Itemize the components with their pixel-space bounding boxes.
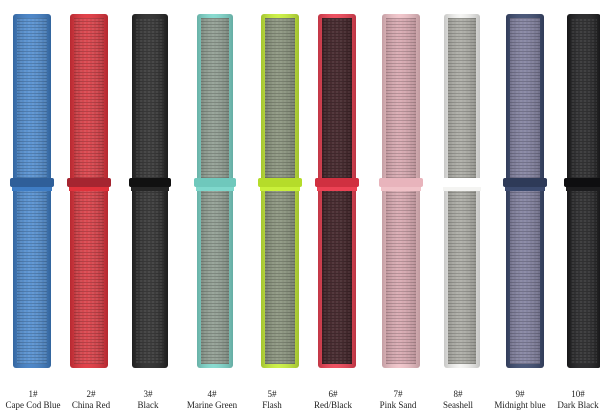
band-loop (260, 187, 300, 191)
band-loop (505, 187, 545, 191)
watch-band (379, 14, 423, 368)
watch-band (67, 14, 111, 368)
band-number: 4# (208, 389, 218, 399)
band-name: Red/Black (314, 400, 352, 410)
band-name: Marine Green (187, 400, 238, 410)
band-number: 8# (454, 389, 464, 399)
watch-band (564, 14, 600, 368)
band-name: Black (138, 400, 159, 410)
band-name: Midnight blue (494, 400, 545, 410)
band-clasp (10, 178, 54, 187)
band-name: Dark Black (557, 400, 599, 410)
band-loop (566, 187, 600, 191)
band-clasp (258, 178, 302, 187)
band-clasp (441, 178, 483, 187)
band-clasp (67, 178, 111, 187)
watch-band (315, 14, 359, 368)
band-number: 1# (29, 389, 39, 399)
band-number: 9# (516, 389, 526, 399)
band-clasp (129, 178, 171, 187)
watch-band (10, 14, 54, 368)
band-number: 10# (571, 389, 585, 399)
band-name: Cape Cod Blue (6, 400, 61, 410)
band-loop (317, 187, 357, 191)
band-clasp (564, 178, 600, 187)
watch-band (129, 14, 171, 368)
band-loop (69, 187, 109, 191)
watch-band (503, 14, 547, 368)
band-number: 2# (87, 389, 97, 399)
band-name: Pink Sand (380, 400, 417, 410)
band-clasp (315, 178, 359, 187)
band-clasp (379, 178, 423, 187)
band-loop (443, 187, 481, 191)
band-number: 3# (144, 389, 154, 399)
band-loop (131, 187, 169, 191)
band-number: 5# (268, 389, 278, 399)
band-number: 6# (329, 389, 339, 399)
band-name: Seashell (443, 400, 473, 410)
band-loop (196, 187, 234, 191)
band-name: China Red (72, 400, 111, 410)
watch-band (258, 14, 302, 368)
watch-band (441, 14, 483, 368)
band-clasp (194, 178, 236, 187)
band-loop (12, 187, 52, 191)
band-name: Flash (262, 400, 282, 410)
band-number: 7# (394, 389, 404, 399)
band-loop (381, 187, 421, 191)
band-clasp (503, 178, 547, 187)
watch-band (194, 14, 236, 368)
